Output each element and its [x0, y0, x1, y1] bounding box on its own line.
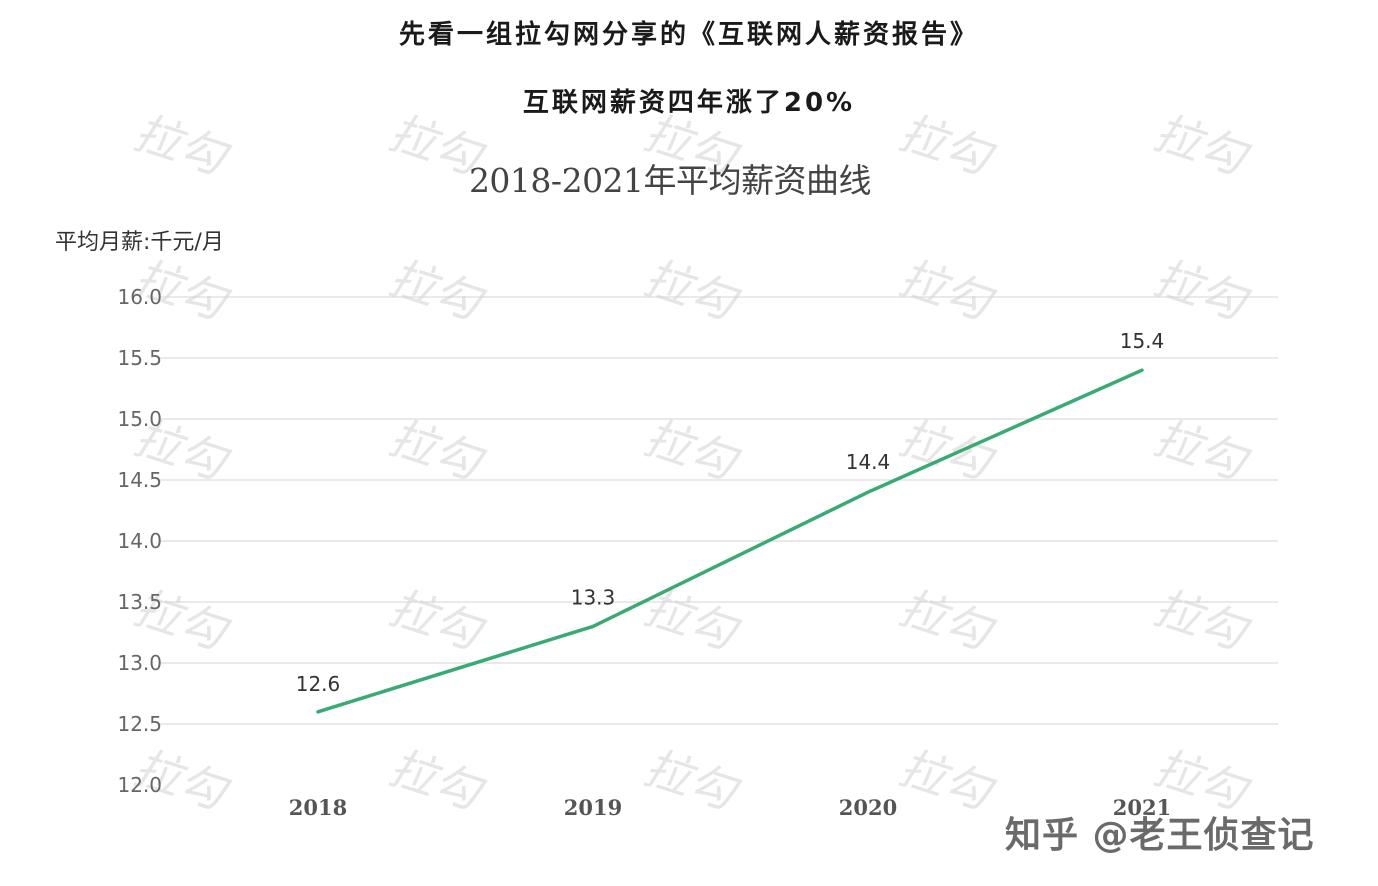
data-label: 14.4 [846, 450, 891, 474]
watermark-tile: 拉勾 [638, 410, 747, 491]
watermark-tile: 拉勾 [383, 250, 492, 331]
watermark-tile: 拉勾 [638, 250, 747, 331]
series-line [316, 368, 1144, 714]
grid-layer [160, 296, 1278, 725]
x-axis-ticks: 2018 2019 2020 2021 [289, 795, 1171, 820]
report-heading: 先看一组拉勾网分享的《互联网人薪资报告》 [398, 20, 979, 50]
y-tick-label: 16.0 [117, 285, 162, 309]
y-axis-ticks: 12.0 12.5 13.0 13.5 14.0 14.5 15.0 15.5 16.0 [117, 285, 162, 797]
watermark-tile: 拉勾 [893, 580, 1002, 661]
series-layer [316, 368, 1144, 714]
y-tick-label: 15.0 [117, 407, 162, 431]
watermark-tile: 拉勾 [893, 410, 1002, 491]
data-label: 13.3 [571, 585, 616, 609]
y-tick-label: 14.5 [117, 468, 162, 492]
watermark-tile: 拉勾 [638, 740, 747, 821]
x-tick-label: 2020 [839, 795, 897, 820]
watermark-tile: 拉勾 [1148, 580, 1257, 661]
data-label: 12.6 [296, 672, 341, 696]
x-tick-label: 2018 [289, 795, 347, 820]
report-subheading: 互联网薪资四年涨了20% [522, 88, 856, 118]
watermark-tile: 拉勾 [1148, 410, 1257, 491]
data-label: 15.4 [1120, 329, 1165, 353]
data-labels: 12.6 13.3 14.4 15.4 [296, 329, 1165, 696]
watermark-tile: 拉勾 [383, 740, 492, 821]
watermark-tile: 拉勾 [383, 410, 492, 491]
x-tick-label: 2021 [1113, 795, 1171, 820]
y-tick-label: 13.0 [117, 651, 162, 675]
watermark-tile: 拉勾 [1148, 250, 1257, 331]
y-tick-label: 12.5 [117, 712, 162, 736]
y-axis-label: 平均月薪:千元/月 [55, 230, 224, 255]
y-tick-label: 14.0 [117, 529, 162, 553]
watermark-tile: 拉勾 [893, 740, 1002, 821]
watermark-tile: 拉勾 [638, 580, 747, 661]
watermark-tile: 拉勾 [893, 250, 1002, 331]
y-tick-label: 13.5 [117, 590, 162, 614]
x-tick-label: 2019 [564, 795, 622, 820]
chart-title: 2018-2021年平均薪资曲线 [468, 161, 872, 200]
y-tick-label: 12.0 [117, 773, 162, 797]
source-watermark: 知乎 @老王侦查记 [1005, 815, 1315, 856]
y-tick-label: 15.5 [117, 346, 162, 370]
watermark-tile: 拉勾 [383, 580, 492, 661]
